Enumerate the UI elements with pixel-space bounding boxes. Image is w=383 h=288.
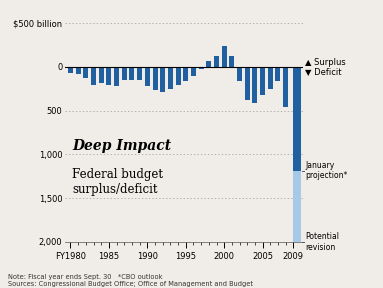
Bar — [152, 67, 157, 90]
Bar — [237, 67, 242, 81]
Bar — [122, 67, 127, 80]
Bar — [114, 67, 119, 86]
Bar — [252, 67, 257, 103]
Bar — [206, 61, 211, 67]
Bar — [191, 67, 196, 76]
Bar — [214, 56, 219, 67]
Bar — [245, 67, 250, 100]
Bar — [160, 67, 165, 92]
Bar — [83, 67, 88, 78]
Bar — [168, 67, 173, 89]
Bar — [260, 67, 265, 95]
Bar — [293, 67, 301, 242]
Bar — [275, 67, 280, 81]
Bar — [268, 67, 273, 88]
Text: Note: Fiscal year ends Sept. 30   *CBO outlook
Sources: Congressional Budget Off: Note: Fiscal year ends Sept. 30 *CBO out… — [8, 274, 253, 287]
Bar — [283, 67, 288, 107]
Text: January
projection*: January projection* — [306, 161, 348, 180]
Bar — [175, 67, 180, 85]
Bar — [91, 67, 96, 85]
Bar — [199, 67, 204, 69]
Bar — [229, 56, 234, 67]
Bar — [293, 67, 301, 171]
Bar — [129, 67, 134, 80]
Bar — [68, 67, 73, 73]
Text: Deep Impact: Deep Impact — [72, 139, 171, 153]
Text: ▲ Surplus: ▲ Surplus — [305, 58, 346, 67]
Text: Federal budget
surplus/deficit: Federal budget surplus/deficit — [72, 168, 163, 196]
Bar — [183, 67, 188, 81]
Text: Potential
revision: Potential revision — [306, 232, 340, 252]
Bar — [76, 67, 81, 74]
Bar — [99, 67, 104, 83]
Bar — [222, 46, 227, 67]
Bar — [137, 67, 142, 80]
Text: ▼ Deficit: ▼ Deficit — [305, 67, 342, 76]
Bar — [145, 67, 150, 86]
Bar — [106, 67, 111, 85]
